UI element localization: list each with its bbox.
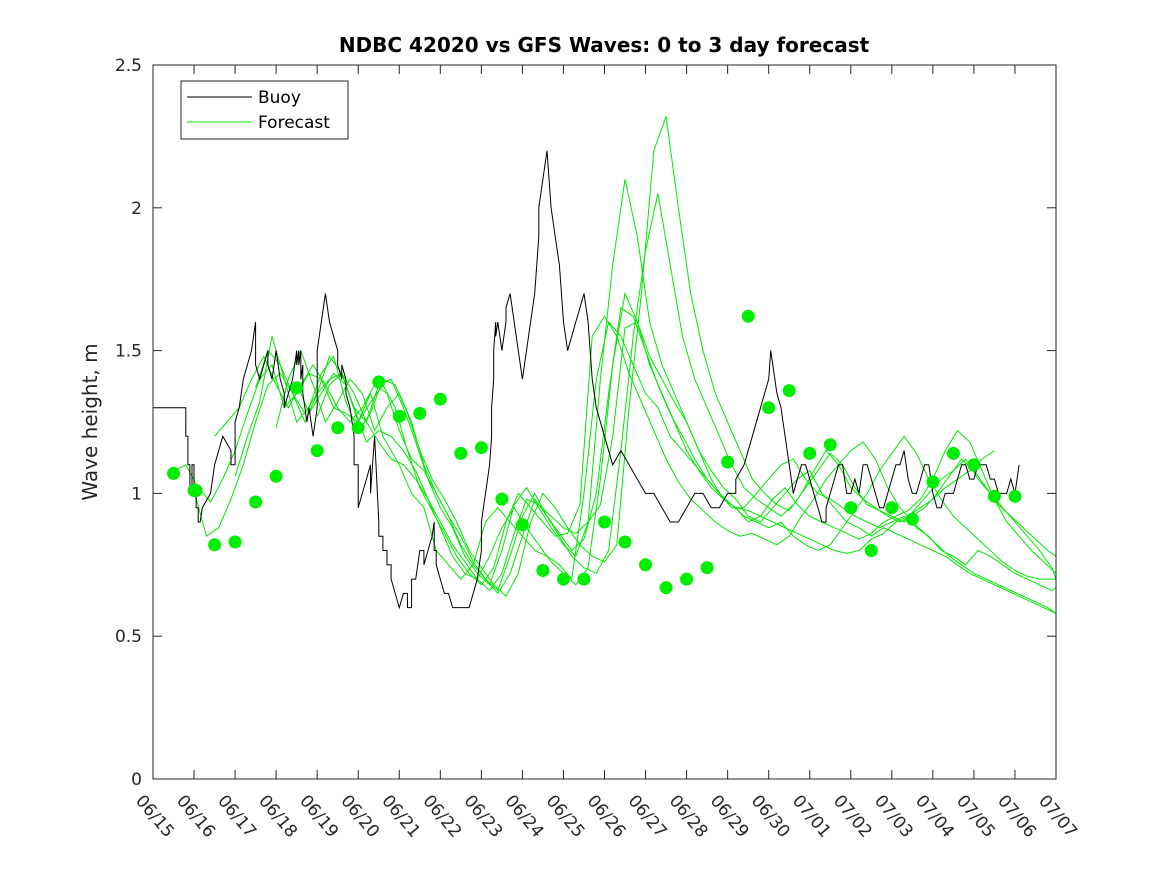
forecast-point: [474, 441, 488, 455]
plot-background: [153, 65, 1056, 779]
forecast-point: [189, 484, 203, 497]
forecast-line-4: [234, 116, 1057, 598]
x-tick-label: 06/19: [295, 791, 342, 841]
forecast-point: [721, 455, 735, 469]
x-tick-label: 06/25: [542, 791, 589, 841]
forecast-point: [454, 446, 468, 460]
forecast-point: [680, 572, 694, 586]
x-tick-label: 06/28: [665, 791, 712, 841]
forecast-line-7: [296, 315, 1057, 614]
forecast-point: [844, 501, 858, 515]
forecast-point: [269, 469, 283, 483]
forecast-point: [987, 489, 1001, 503]
x-tick-label: 06/29: [706, 791, 753, 841]
forecast-point: [536, 564, 550, 577]
buoy-line: [153, 150, 1020, 610]
y-tick-label: 2.5: [115, 56, 142, 76]
x-tick-label: 07/02: [829, 791, 876, 841]
forecast-point: [598, 515, 611, 529]
forecast-point: [864, 544, 878, 557]
x-tick-label: 06/18: [254, 791, 301, 841]
forecast-point: [967, 458, 981, 472]
forecast-point: [885, 501, 899, 515]
y-tick-label: 0.5: [115, 627, 142, 647]
forecast-point: [639, 558, 652, 572]
y-tick-label: 1: [131, 484, 142, 504]
legend-buoy-label: Buoy: [258, 88, 301, 108]
series-layer: [153, 116, 1057, 614]
x-tick-label: 06/20: [336, 791, 383, 841]
forecast-point: [413, 406, 427, 420]
x-tick-label: 06/23: [460, 791, 507, 841]
x-tick-label: 06/21: [377, 791, 424, 841]
forecast-point: [700, 561, 714, 575]
forecast-point: [905, 512, 919, 526]
x-tick-label: 06/15: [131, 791, 178, 841]
forecast-point: [1008, 489, 1022, 503]
y-tick-label: 0: [131, 770, 142, 790]
forecast-line-1: [169, 320, 1057, 592]
x-tick-label: 07/06: [993, 791, 1040, 841]
forecast-point: [659, 581, 673, 595]
forecast-line-2: [193, 291, 1057, 614]
forecast-point: [803, 446, 817, 460]
forecast-point: [557, 572, 570, 586]
legend-forecast-label: Forecast: [258, 113, 330, 133]
forecast-point: [331, 421, 345, 435]
forecast-point: [618, 535, 632, 549]
forecast-point: [515, 518, 529, 532]
legend: Buoy Forecast: [180, 80, 349, 140]
forecast-point: [167, 466, 180, 480]
forecast-point: [762, 401, 776, 415]
forecast-point: [946, 446, 960, 460]
forecast-point: [228, 535, 242, 549]
forecast-point: [310, 444, 324, 458]
forecast-point: [741, 309, 755, 323]
y-axis-label: Wave height, m: [78, 343, 102, 500]
forecast-point: [926, 475, 940, 489]
forecast-point: [495, 492, 509, 506]
legend-box: [180, 80, 349, 140]
forecast-point: [208, 538, 222, 552]
forecast-line-5: [255, 179, 1057, 586]
y-tick-label: 1.5: [115, 342, 142, 362]
forecast-points: [167, 309, 1022, 595]
x-tick-label: 07/04: [911, 791, 958, 841]
forecast-point: [249, 495, 263, 509]
x-tick-label: 06/30: [747, 791, 794, 841]
forecast-point: [433, 392, 447, 406]
forecast-point: [290, 381, 304, 395]
forecast-point: [577, 572, 591, 586]
x-tick-label: 06/26: [583, 791, 630, 841]
forecast-point: [823, 438, 837, 452]
x-tick-label: 06/16: [172, 791, 219, 841]
x-tick-label: 07/05: [952, 791, 999, 841]
x-tick-label: 07/07: [1034, 791, 1081, 841]
x-tick-label: 06/24: [501, 791, 548, 841]
x-tick-label: 06/27: [624, 791, 671, 841]
x-tick-label: 07/03: [870, 791, 917, 841]
forecast-point: [392, 409, 406, 423]
x-tick-label: 06/22: [418, 791, 465, 841]
x-tick-label: 07/01: [788, 791, 835, 841]
chart-title: NDBC 42020 vs GFS Waves: 0 to 3 day fore…: [339, 33, 870, 57]
forecast-point: [351, 421, 365, 435]
y-tick-label: 2: [131, 199, 142, 219]
x-tick-label: 06/17: [213, 791, 260, 841]
forecast-point: [782, 384, 796, 398]
forecast-point: [372, 375, 386, 389]
forecast-line-8: [316, 321, 995, 592]
